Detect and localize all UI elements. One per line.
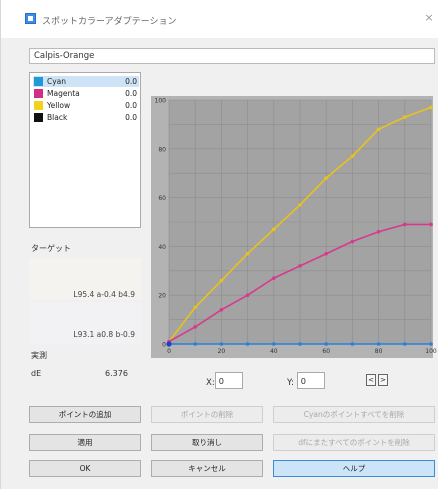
x-tick-label: 80 [375, 348, 383, 355]
x-tick-label: 60 [322, 348, 330, 355]
window-title: スポットカラーアダプテーション [42, 17, 177, 27]
series-point-1 [193, 325, 197, 329]
delta-e-value: 6.376 [105, 369, 128, 378]
apply-button[interactable]: 適用 [29, 434, 141, 451]
series-point-1 [245, 293, 250, 297]
series-point-1 [350, 239, 355, 244]
ink-name: Magenta [47, 89, 80, 98]
delete-point-button[interactable]: ポイントの削除 [151, 406, 263, 423]
actual-label: 実測 [31, 351, 47, 360]
title-bar: スポットカラーアダプテーション × [1, 0, 438, 38]
series-point-1 [429, 222, 433, 227]
ink-value: 0.0 [125, 89, 137, 98]
series-point-0 [298, 203, 302, 207]
series-point-2 [403, 342, 407, 346]
series-point-2 [245, 342, 250, 346]
ink-value: 0.0 [125, 77, 137, 86]
y-tick-label: 80 [158, 146, 166, 153]
y-tick-label: 100 [155, 98, 167, 105]
y-tick-label: 20 [158, 293, 166, 300]
prev-point-button[interactable]: < [366, 374, 376, 386]
y-label: Y: [287, 378, 294, 388]
y-tick-label: 0 [162, 342, 166, 349]
series-point-2 [350, 342, 355, 346]
series-point-0 [193, 305, 197, 310]
ink-row-yellow[interactable]: Yellow 0.0 [33, 100, 139, 111]
undo-button[interactable]: 取り消し [151, 434, 263, 451]
series-point-2 [219, 342, 224, 346]
ink-row-cyan[interactable]: Cyan 0.0 [33, 76, 139, 87]
series-point-2 [429, 342, 433, 346]
magenta-swatch [34, 89, 43, 98]
actual-lab-box: L93.1 a0.8 b-0.9 [29, 302, 141, 344]
delta-e-label: dE [31, 369, 42, 378]
series-point-0 [403, 115, 407, 119]
x-tick-label: 100 [425, 348, 437, 355]
black-swatch [34, 113, 43, 122]
series-point-1 [403, 222, 407, 227]
y-tick-label: 40 [158, 244, 166, 251]
ink-row-black[interactable]: Black 0.0 [33, 112, 139, 123]
clear-all-points-button[interactable]: dfにまたすべてのポイントを削除 [273, 434, 435, 451]
series-point-0 [324, 176, 328, 180]
ink-value: 0.0 [125, 113, 137, 122]
series-point-1 [376, 229, 381, 234]
x-tick-label: 0 [167, 348, 171, 355]
target-lab-value: L95.4 a-0.4 b4.9 [73, 290, 135, 299]
tone-curve-chart[interactable]: 0 20 40 60 80 100 0 20 40 60 80 100 [151, 96, 438, 362]
series-point-0 [245, 251, 250, 256]
series-point-0 [219, 278, 224, 283]
series-point-1 [219, 308, 224, 312]
ink-row-magenta[interactable]: Magenta 0.0 [33, 88, 139, 99]
ink-name: Cyan [47, 77, 67, 86]
next-point-button[interactable]: > [378, 374, 388, 386]
series-point-0 [272, 227, 276, 232]
cyan-swatch [34, 77, 43, 86]
series-point-2 [298, 342, 302, 346]
tone-curve-svg[interactable]: 0 20 40 60 80 100 0 20 40 60 80 100 [151, 96, 438, 362]
clear-cyan-points-button[interactable]: Cyanのポイントすべてを削除 [273, 406, 435, 423]
target-label: ターゲット [31, 244, 71, 253]
cancel-button[interactable]: キャンセル [151, 460, 263, 477]
ok-button[interactable]: OK [29, 460, 141, 477]
ink-value: 0.0 [125, 101, 137, 110]
help-button[interactable]: ヘルプ [273, 460, 435, 477]
app-icon [25, 13, 36, 24]
y-tick-label: 60 [158, 195, 166, 202]
series-point-1 [324, 251, 328, 256]
series-point-2 [376, 342, 381, 346]
ink-name: Yellow [47, 101, 71, 110]
series-point-1 [298, 264, 302, 268]
spot-name-field[interactable]: Calpis-Orange [29, 48, 435, 64]
yellow-swatch [34, 101, 43, 110]
add-point-button[interactable]: ポイントの追加 [29, 406, 141, 423]
series-point-0 [350, 154, 355, 158]
x-tick-label: 40 [270, 348, 278, 355]
y-input[interactable] [297, 372, 325, 389]
ink-list[interactable]: Cyan 0.0 Magenta 0.0 Yellow 0.0 Black 0.… [29, 72, 141, 228]
series-point-2 [324, 342, 328, 346]
x-label: X: [206, 378, 215, 388]
series-point-0 [376, 127, 381, 132]
x-input[interactable] [215, 372, 243, 389]
x-tick-label: 20 [218, 348, 226, 355]
series-point-0 [429, 105, 433, 110]
close-icon[interactable]: × [424, 11, 434, 24]
ink-name: Black [47, 113, 68, 122]
series-point-2 [272, 342, 276, 346]
selected-point [166, 341, 172, 347]
target-lab-box: L95.4 a-0.4 b4.9 [29, 258, 141, 300]
series-point-2 [193, 342, 197, 346]
actual-lab-value: L93.1 a0.8 b-0.9 [73, 330, 135, 339]
series-point-1 [272, 276, 276, 280]
